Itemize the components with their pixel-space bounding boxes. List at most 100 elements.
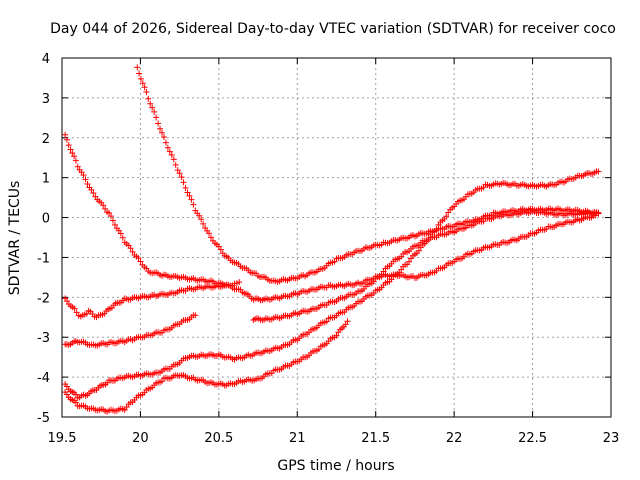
data-point bbox=[119, 234, 126, 241]
x-tick-label: 22 bbox=[446, 431, 463, 446]
data-point bbox=[196, 212, 203, 219]
plot-frame bbox=[61, 57, 612, 418]
series-track-a bbox=[62, 131, 599, 304]
data-point bbox=[72, 391, 79, 398]
x-tick-label: 19.5 bbox=[48, 431, 77, 446]
data-point bbox=[62, 131, 69, 138]
data-point bbox=[117, 230, 124, 237]
data-point bbox=[192, 312, 199, 319]
series-track-d bbox=[62, 312, 199, 349]
data-point bbox=[433, 226, 440, 233]
y-tick-label: -5 bbox=[37, 411, 50, 426]
data-point bbox=[102, 205, 109, 212]
data-point bbox=[71, 153, 78, 160]
grid bbox=[62, 58, 611, 417]
data-point bbox=[136, 70, 143, 77]
data-point bbox=[174, 167, 181, 174]
data-point bbox=[217, 246, 224, 253]
data-point bbox=[64, 298, 71, 305]
data-point bbox=[155, 120, 162, 127]
data-point bbox=[137, 258, 144, 265]
data-point bbox=[158, 378, 165, 385]
data-point bbox=[129, 248, 136, 255]
data-point bbox=[166, 148, 173, 155]
data-point bbox=[188, 196, 195, 203]
x-tick-label: 20 bbox=[132, 431, 149, 446]
y-axis-label: SDTVAR / TECUs bbox=[7, 181, 23, 296]
data-point bbox=[344, 318, 351, 325]
data-point bbox=[139, 80, 146, 87]
data-point bbox=[90, 189, 97, 196]
data-point bbox=[170, 156, 177, 163]
data-point bbox=[127, 245, 134, 252]
data-point bbox=[186, 192, 193, 199]
data-point bbox=[145, 95, 152, 102]
data-point bbox=[164, 144, 171, 151]
data-point bbox=[342, 321, 349, 328]
y-tick-label: -4 bbox=[37, 371, 50, 386]
data-point bbox=[143, 88, 150, 95]
data-point bbox=[333, 332, 340, 339]
data-point bbox=[100, 202, 107, 209]
data-point bbox=[137, 75, 144, 82]
data-point bbox=[178, 174, 185, 181]
data-point bbox=[67, 146, 74, 153]
series-track-b bbox=[134, 64, 602, 285]
data-point bbox=[63, 136, 70, 143]
data-point bbox=[88, 186, 95, 193]
data-point bbox=[72, 157, 79, 164]
data-point bbox=[160, 133, 167, 140]
x-tick-label: 22.5 bbox=[518, 431, 547, 446]
data-point bbox=[151, 108, 158, 115]
data-point bbox=[168, 151, 175, 158]
data-point bbox=[236, 279, 243, 286]
data-point bbox=[74, 163, 81, 170]
chart-title: Day 044 of 2026, Sidereal Day-to-day VTE… bbox=[50, 21, 616, 37]
y-tick-label: -2 bbox=[37, 291, 50, 306]
data-point bbox=[200, 220, 207, 227]
y-tick-label: 0 bbox=[42, 212, 50, 227]
data-point bbox=[147, 100, 154, 107]
data-point bbox=[443, 213, 450, 220]
data-point bbox=[73, 309, 80, 316]
data-point bbox=[157, 125, 164, 132]
data-point bbox=[162, 139, 169, 146]
y-tick-label: -3 bbox=[37, 331, 50, 346]
x-axis-label: GPS time / hours bbox=[277, 458, 394, 474]
data-point bbox=[134, 64, 141, 71]
data-point bbox=[80, 172, 87, 179]
data-point bbox=[176, 170, 183, 177]
data-point bbox=[135, 255, 142, 262]
data-point bbox=[149, 104, 156, 111]
data-point bbox=[182, 184, 189, 191]
x-tick-label: 21 bbox=[289, 431, 306, 446]
data-point bbox=[69, 149, 76, 156]
data-point bbox=[109, 217, 116, 224]
data-point bbox=[172, 161, 179, 168]
data-point bbox=[398, 266, 405, 273]
data-point bbox=[141, 84, 148, 91]
x-tick-label: 23 bbox=[603, 431, 620, 446]
data-point bbox=[406, 258, 413, 265]
data-series bbox=[62, 64, 602, 415]
data-point bbox=[65, 142, 72, 149]
data-point bbox=[415, 247, 422, 254]
data-point bbox=[208, 234, 215, 241]
data-point bbox=[206, 230, 213, 237]
data-point bbox=[198, 216, 205, 223]
data-point bbox=[215, 243, 222, 250]
data-point bbox=[106, 210, 113, 217]
series-track-g bbox=[250, 207, 602, 324]
data-point bbox=[72, 399, 79, 406]
y-tick-label: 1 bbox=[42, 172, 50, 187]
series-track-c bbox=[62, 279, 243, 321]
data-point bbox=[595, 168, 602, 175]
data-point bbox=[153, 114, 160, 121]
data-point bbox=[111, 221, 118, 228]
data-point bbox=[158, 129, 165, 136]
y-tick-label: 3 bbox=[42, 92, 50, 107]
data-point bbox=[370, 278, 377, 285]
data-point bbox=[184, 189, 191, 196]
data-point bbox=[71, 305, 78, 312]
y-tick-label: -1 bbox=[37, 251, 50, 266]
